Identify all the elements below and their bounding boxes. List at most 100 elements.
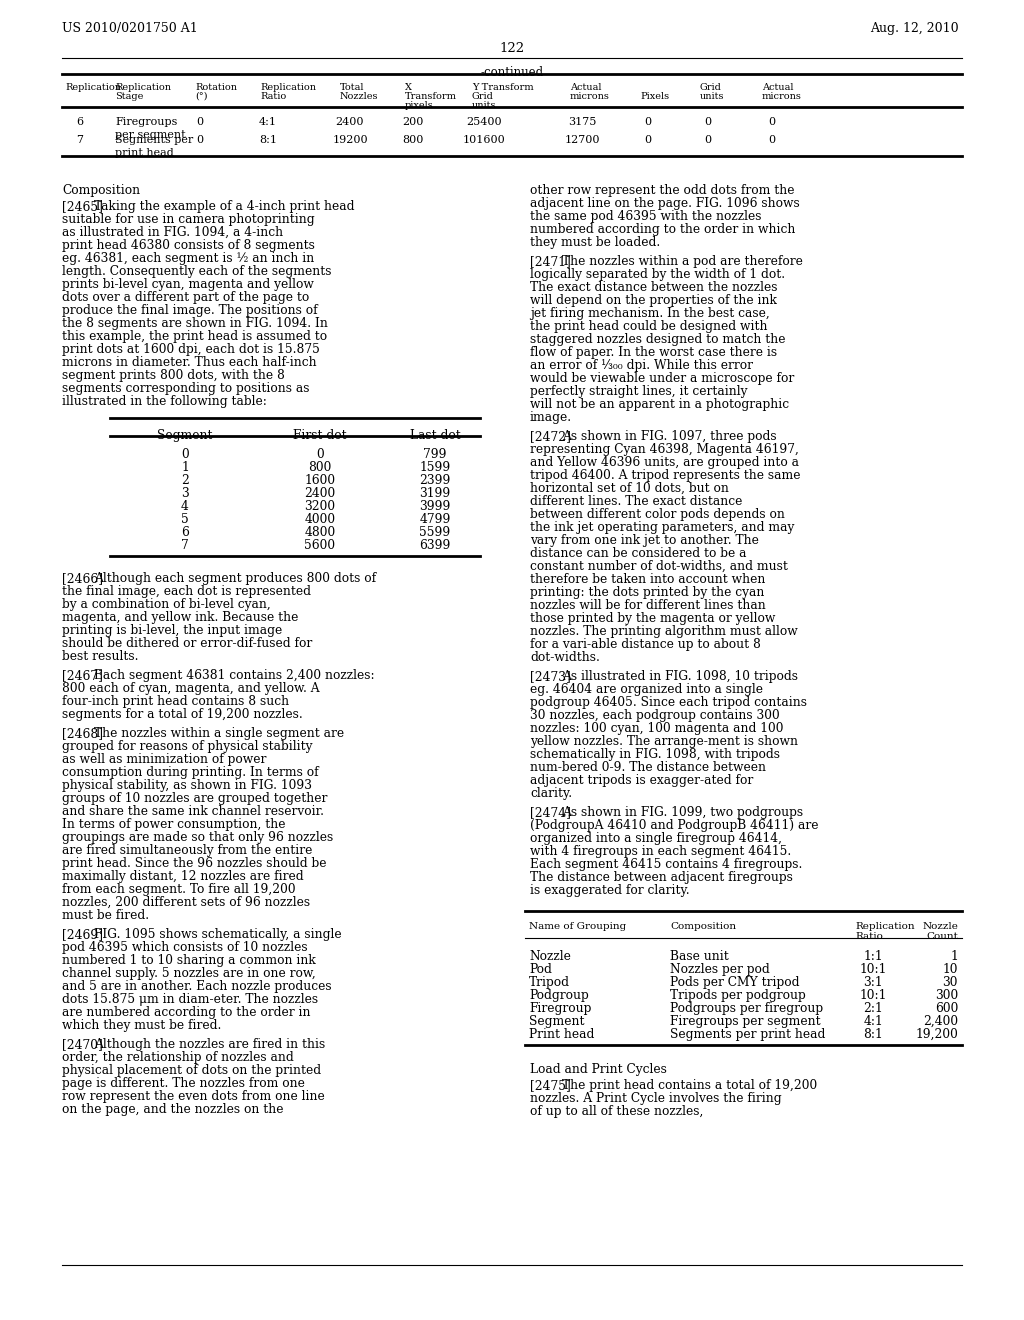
Text: by a combination of bi-level cyan,: by a combination of bi-level cyan,	[62, 598, 270, 611]
Text: Base unit: Base unit	[670, 950, 729, 964]
Text: 2:1: 2:1	[863, 1002, 883, 1015]
Text: 4:1: 4:1	[259, 117, 278, 127]
Text: The distance between adjacent firegroups: The distance between adjacent firegroups	[530, 871, 793, 884]
Text: tripod 46400. A tripod represents the same: tripod 46400. A tripod represents the sa…	[530, 469, 801, 482]
Text: must be fired.: must be fired.	[62, 909, 150, 921]
Text: adjacent line on the page. FIG. 1096 shows: adjacent line on the page. FIG. 1096 sho…	[530, 197, 800, 210]
Text: and Yellow 46396 units, are grouped into a: and Yellow 46396 units, are grouped into…	[530, 455, 799, 469]
Text: with 4 firegroups in each segment 46415.: with 4 firegroups in each segment 46415.	[530, 845, 792, 858]
Text: row represent the even dots from one line: row represent the even dots from one lin…	[62, 1090, 325, 1104]
Text: Pod: Pod	[529, 964, 552, 975]
Text: Firegroups: Firegroups	[115, 117, 177, 127]
Text: order, the relationship of nozzles and: order, the relationship of nozzles and	[62, 1051, 294, 1064]
Text: Replication: Replication	[115, 83, 171, 92]
Text: the final image, each dot is represented: the final image, each dot is represented	[62, 585, 311, 598]
Text: units: units	[700, 92, 725, 102]
Text: Each segment 46381 contains 2,400 nozzles:: Each segment 46381 contains 2,400 nozzle…	[94, 669, 375, 682]
Text: Pixels: Pixels	[640, 92, 669, 102]
Text: Podgroups per firegroup: Podgroups per firegroup	[670, 1002, 823, 1015]
Text: 25400: 25400	[466, 117, 502, 127]
Text: printing: the dots printed by the cyan: printing: the dots printed by the cyan	[530, 586, 764, 599]
Text: 3199: 3199	[420, 487, 451, 500]
Text: [2471]: [2471]	[530, 255, 570, 268]
Text: 800: 800	[308, 461, 332, 474]
Text: Podgroup: Podgroup	[529, 989, 589, 1002]
Text: the same pod 46395 with the nozzles: the same pod 46395 with the nozzles	[530, 210, 762, 223]
Text: nozzles. A Print Cycle involves the firing: nozzles. A Print Cycle involves the firi…	[530, 1092, 781, 1105]
Text: 122: 122	[500, 42, 524, 55]
Text: 2,400: 2,400	[923, 1015, 958, 1028]
Text: As shown in FIG. 1099, two podgroups: As shown in FIG. 1099, two podgroups	[562, 807, 803, 818]
Text: schematically in FIG. 1098, with tripods: schematically in FIG. 1098, with tripods	[530, 748, 780, 762]
Text: 0: 0	[197, 117, 204, 127]
Text: microns: microns	[570, 92, 610, 102]
Text: Replication: Replication	[855, 921, 914, 931]
Text: logically separated by the width of 1 dot.: logically separated by the width of 1 do…	[530, 268, 785, 281]
Text: 5: 5	[181, 513, 188, 525]
Text: [2468]: [2468]	[62, 727, 103, 741]
Text: yellow nozzles. The arrange-ment is shown: yellow nozzles. The arrange-ment is show…	[530, 735, 798, 748]
Text: flow of paper. In the worst case there is: flow of paper. In the worst case there i…	[530, 346, 777, 359]
Text: Composition: Composition	[670, 921, 736, 931]
Text: (PodgroupA 46410 and PodgroupB 46411) are: (PodgroupA 46410 and PodgroupB 46411) ar…	[530, 818, 818, 832]
Text: the 8 segments are shown in FIG. 1094. In: the 8 segments are shown in FIG. 1094. I…	[62, 317, 328, 330]
Text: 7: 7	[181, 539, 188, 552]
Text: Segments per: Segments per	[115, 135, 194, 145]
Text: As illustrated in FIG. 1098, 10 tripods: As illustrated in FIG. 1098, 10 tripods	[562, 671, 798, 682]
Text: 30: 30	[942, 975, 958, 989]
Text: Ratio: Ratio	[855, 932, 883, 941]
Text: num-bered 0-9. The distance between: num-bered 0-9. The distance between	[530, 762, 766, 774]
Text: 3200: 3200	[304, 500, 336, 513]
Text: 5600: 5600	[304, 539, 336, 552]
Text: 300: 300	[935, 989, 958, 1002]
Text: pixels: pixels	[406, 102, 434, 110]
Text: 800 each of cyan, magenta, and yellow. A: 800 each of cyan, magenta, and yellow. A	[62, 682, 319, 696]
Text: microns in diameter. Thus each half-inch: microns in diameter. Thus each half-inch	[62, 356, 316, 370]
Text: segment prints 800 dots, with the 8: segment prints 800 dots, with the 8	[62, 370, 285, 381]
Text: Stage: Stage	[115, 92, 143, 102]
Text: 800: 800	[402, 135, 424, 145]
Text: adjacent tripods is exagger-ated for: adjacent tripods is exagger-ated for	[530, 774, 754, 787]
Text: First dot: First dot	[293, 429, 347, 442]
Text: the print head could be designed with: the print head could be designed with	[530, 319, 768, 333]
Text: clarity.: clarity.	[530, 787, 572, 800]
Text: organized into a single firegroup 46414,: organized into a single firegroup 46414,	[530, 832, 782, 845]
Text: Name of Grouping: Name of Grouping	[529, 921, 627, 931]
Text: As shown in FIG. 1097, three pods: As shown in FIG. 1097, three pods	[562, 430, 776, 444]
Text: groupings are made so that only 96 nozzles: groupings are made so that only 96 nozzl…	[62, 832, 333, 843]
Text: 3999: 3999	[419, 500, 451, 513]
Text: 0: 0	[644, 135, 651, 145]
Text: Transform: Transform	[406, 92, 457, 102]
Text: different lines. The exact distance: different lines. The exact distance	[530, 495, 742, 508]
Text: 799: 799	[423, 447, 446, 461]
Text: Segments per print head: Segments per print head	[670, 1028, 825, 1041]
Text: Grid: Grid	[700, 83, 722, 92]
Text: 1: 1	[950, 950, 958, 964]
Text: 4: 4	[181, 500, 189, 513]
Text: segments for a total of 19,200 nozzles.: segments for a total of 19,200 nozzles.	[62, 708, 303, 721]
Text: Ratio: Ratio	[260, 92, 287, 102]
Text: Nozzle: Nozzle	[923, 921, 958, 931]
Text: segments corresponding to positions as: segments corresponding to positions as	[62, 381, 309, 395]
Text: prints bi-level cyan, magenta and yellow: prints bi-level cyan, magenta and yellow	[62, 279, 314, 290]
Text: 3:1: 3:1	[863, 975, 883, 989]
Text: Tripod: Tripod	[529, 975, 570, 989]
Text: 1:1: 1:1	[863, 950, 883, 964]
Text: per segment: per segment	[115, 129, 185, 140]
Text: eg. 46404 are organized into a single: eg. 46404 are organized into a single	[530, 682, 763, 696]
Text: 0: 0	[705, 135, 712, 145]
Text: microns: microns	[762, 92, 802, 102]
Text: staggered nozzles designed to match the: staggered nozzles designed to match the	[530, 333, 785, 346]
Text: 6: 6	[181, 525, 189, 539]
Text: nozzles. The printing algorithm must allow: nozzles. The printing algorithm must all…	[530, 624, 798, 638]
Text: 10: 10	[942, 964, 958, 975]
Text: Load and Print Cycles: Load and Print Cycles	[530, 1063, 667, 1076]
Text: [2466]: [2466]	[62, 572, 103, 585]
Text: 1600: 1600	[304, 474, 336, 487]
Text: Actual: Actual	[570, 83, 601, 92]
Text: on the page, and the nozzles on the: on the page, and the nozzles on the	[62, 1104, 284, 1115]
Text: Grid: Grid	[472, 92, 494, 102]
Text: Rotation: Rotation	[195, 83, 237, 92]
Text: 19,200: 19,200	[915, 1028, 958, 1041]
Text: 19200: 19200	[332, 135, 368, 145]
